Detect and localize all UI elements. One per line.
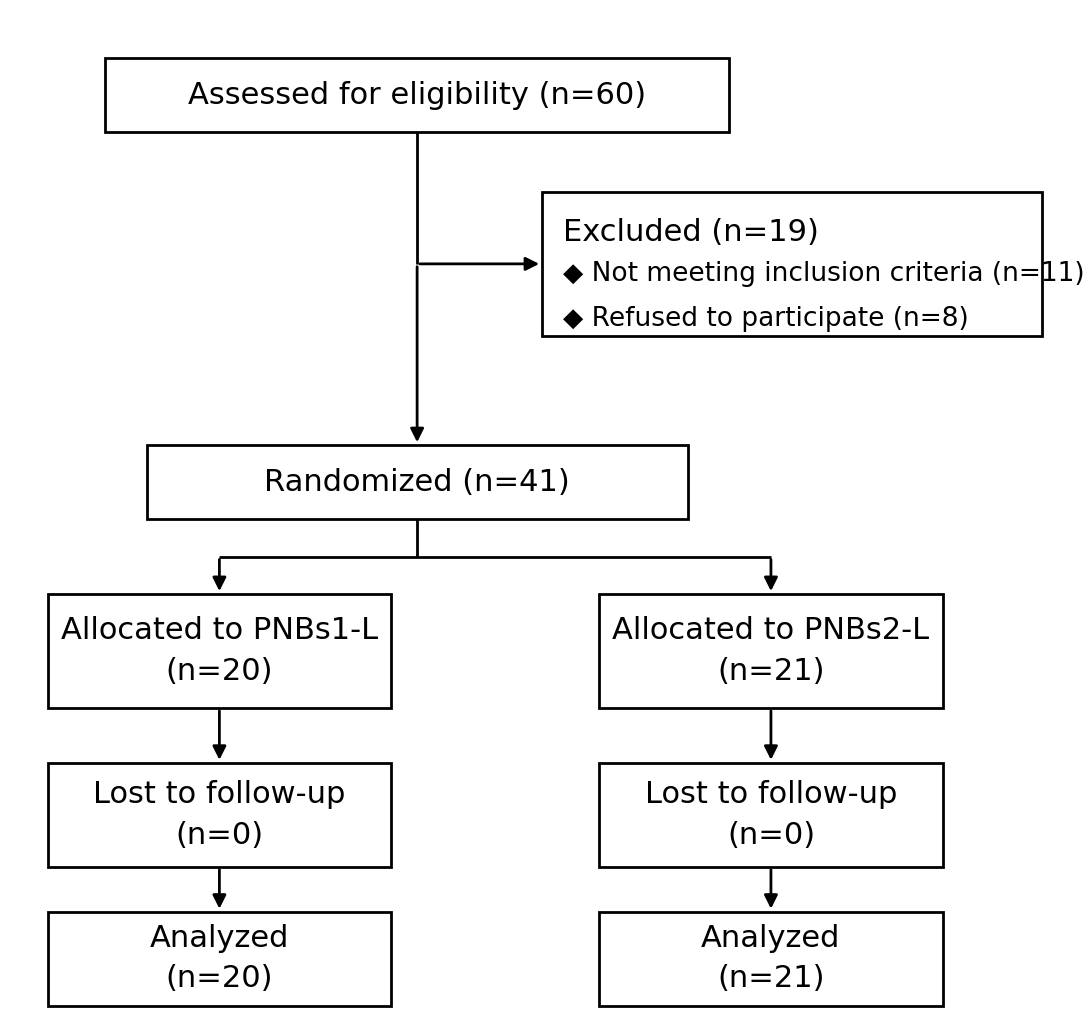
Text: ◆ Refused to participate (n=8): ◆ Refused to participate (n=8) — [563, 306, 969, 332]
Bar — [599, 763, 943, 866]
Bar — [542, 192, 1042, 336]
Text: ◆ Not meeting inclusion criteria (n=11): ◆ Not meeting inclusion criteria (n=11) — [563, 261, 1084, 287]
Text: Lost to follow-up
(n=0): Lost to follow-up (n=0) — [93, 780, 346, 850]
Text: Allocated to PNBs1-L
(n=20): Allocated to PNBs1-L (n=20) — [61, 616, 378, 686]
Text: Excluded (n=19): Excluded (n=19) — [563, 218, 818, 247]
Bar — [48, 594, 391, 708]
Bar — [146, 445, 687, 519]
Text: Randomized (n=41): Randomized (n=41) — [264, 467, 570, 496]
Text: Assessed for eligibility (n=60): Assessed for eligibility (n=60) — [188, 81, 646, 110]
Bar — [599, 594, 943, 708]
Bar — [105, 58, 730, 132]
Bar — [48, 763, 391, 866]
Bar — [48, 912, 391, 1006]
Text: Allocated to PNBs2-L
(n=21): Allocated to PNBs2-L (n=21) — [612, 616, 929, 686]
Text: Lost to follow-up
(n=0): Lost to follow-up (n=0) — [645, 780, 898, 850]
Bar — [599, 912, 943, 1006]
Text: Analyzed
(n=21): Analyzed (n=21) — [701, 924, 840, 994]
Text: Analyzed
(n=20): Analyzed (n=20) — [150, 924, 289, 994]
